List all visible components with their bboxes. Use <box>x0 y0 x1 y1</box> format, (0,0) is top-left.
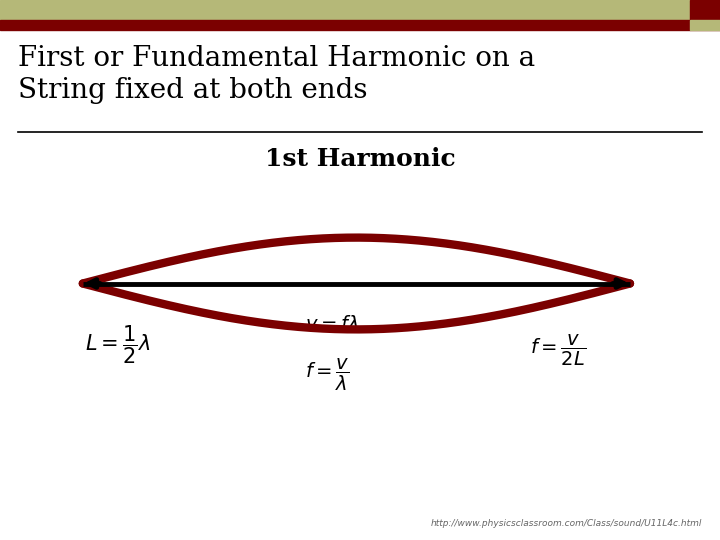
Bar <box>690 0 720 30</box>
Bar <box>0 20 690 30</box>
Bar <box>690 20 720 30</box>
Text: $v = f\lambda$: $v = f\lambda$ <box>305 315 359 334</box>
Text: $f = \dfrac{v}{\lambda}$: $f = \dfrac{v}{\lambda}$ <box>305 357 350 393</box>
Text: $L = \dfrac{1}{2}\lambda$: $L = \dfrac{1}{2}\lambda$ <box>85 324 150 366</box>
Text: $f = \dfrac{v}{2L}$: $f = \dfrac{v}{2L}$ <box>530 333 586 368</box>
Bar <box>0 0 690 20</box>
Text: http://www.physicsclassroom.com/Class/sound/U11L4c.html: http://www.physicsclassroom.com/Class/so… <box>431 519 702 528</box>
Text: First or Fundamental Harmonic on a
String fixed at both ends: First or Fundamental Harmonic on a Strin… <box>18 45 535 104</box>
Text: 1st Harmonic: 1st Harmonic <box>265 147 455 171</box>
